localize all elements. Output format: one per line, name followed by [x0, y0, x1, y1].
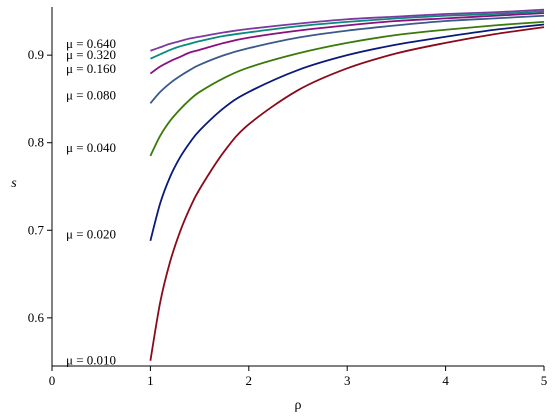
x-tick-label: 4 [442, 373, 449, 388]
x-tick-label: 2 [246, 373, 253, 388]
y-tick-label: 0.7 [28, 222, 45, 237]
series-labels: μ = 0.010 μ = 0.020 μ = 0.040 μ = 0.080 μ = … [66, 36, 116, 368]
series-label: μ = 0.010 [66, 353, 116, 368]
series-line [150, 10, 545, 60]
series-label: μ = 0.640 [66, 36, 116, 51]
series-label: μ = 0.080 [66, 87, 116, 102]
series-label: μ = 0.320 [66, 47, 116, 62]
series-label: μ = 0.040 [66, 140, 116, 155]
series-line [149, 20, 545, 157]
series-line [149, 14, 545, 104]
series-label: μ = 0.160 [66, 61, 116, 76]
x-tick-label: 1 [147, 373, 154, 388]
y-axis-label: s [11, 176, 17, 191]
series-label: μ = 0.020 [66, 227, 116, 242]
x-axis-label: ρ [295, 398, 302, 413]
axes: 0 1 2 3 4 5 0.6 0.7 0.8 0.9 [28, 7, 548, 388]
x-tick-label: 5 [541, 373, 548, 388]
series-lines [149, 8, 545, 361]
x-tick-label: 0 [49, 373, 56, 388]
series-line [149, 23, 545, 242]
series-line [149, 12, 545, 75]
x-tick-label: 3 [344, 373, 351, 388]
series-line [149, 26, 545, 361]
y-tick-label: 0.6 [28, 310, 45, 325]
y-tick-label: 0.9 [28, 47, 44, 62]
series-line [150, 8, 545, 52]
y-tick-label: 0.8 [28, 135, 44, 150]
